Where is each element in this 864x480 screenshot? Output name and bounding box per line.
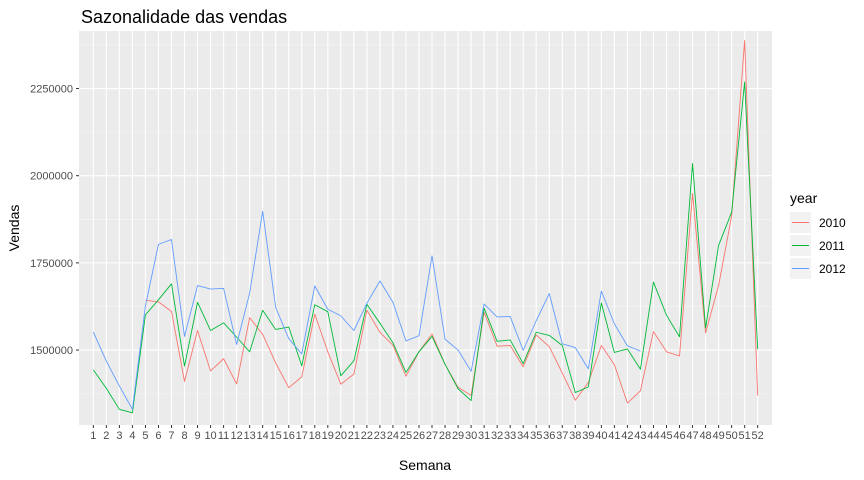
chart-title: Sazonalidade das vendas — [81, 7, 287, 27]
x-tick-label: 2 — [103, 430, 109, 442]
x-tick-label: 41 — [608, 430, 620, 442]
x-tick-label: 26 — [413, 430, 425, 442]
legend-label-2011: 2011 — [819, 239, 845, 253]
x-tick-label: 49 — [712, 430, 724, 442]
x-tick-label: 19 — [322, 430, 334, 442]
x-tick-label: 17 — [296, 430, 308, 442]
x-tick-label: 24 — [387, 430, 399, 442]
x-tick-label: 44 — [647, 430, 659, 442]
x-tick-label: 1 — [90, 430, 96, 442]
x-tick-label: 45 — [660, 430, 672, 442]
plot-panel — [79, 31, 772, 425]
x-tick-label: 3 — [116, 430, 122, 442]
legend-label-2012: 2012 — [819, 262, 846, 276]
x-tick-label: 12 — [230, 430, 242, 442]
x-tick-label: 18 — [309, 430, 321, 442]
x-tick-label: 8 — [181, 430, 187, 442]
series-lines — [92, 39, 759, 414]
x-tick-label: 35 — [530, 430, 542, 442]
x-tick-label: 48 — [699, 430, 711, 442]
y-tick-label: 1500000 — [30, 345, 73, 357]
x-tick-label: 30 — [465, 430, 477, 442]
legend: year 2010 2011 2012 — [790, 190, 846, 279]
y-axis: 1500000 1750000 2000000 2250000 — [30, 84, 79, 357]
x-tick-label: 13 — [244, 430, 256, 442]
x-tick-label: 15 — [270, 430, 282, 442]
x-tick-label: 31 — [478, 430, 490, 442]
x-tick-label: 27 — [426, 430, 438, 442]
x-tick-label: 20 — [335, 430, 347, 442]
series-line-2012 — [92, 210, 641, 410]
x-tick-label: 39 — [582, 430, 594, 442]
x-tick-label: 37 — [556, 430, 568, 442]
x-tick-label: 40 — [595, 430, 607, 442]
x-tick-label: 22 — [361, 430, 373, 442]
series-line-2011 — [92, 81, 759, 414]
x-axis: 1 2 3 4 5 6 7 8 9 10 11 12 13 14 15 16 17 18 19 20 21 22 23 24 2… — [90, 425, 764, 442]
x-tick-label: 51 — [739, 430, 751, 442]
x-tick-label: 38 — [569, 430, 581, 442]
x-tick-label: 16 — [283, 430, 295, 442]
x-tick-label: 11 — [218, 430, 229, 442]
x-tick-label: 46 — [673, 430, 685, 442]
x-tick-label: 32 — [491, 430, 503, 442]
major-gridlines — [79, 31, 772, 425]
x-tick-label: 47 — [686, 430, 698, 442]
y-tick-label: 2250000 — [30, 84, 73, 96]
x-tick-label: 36 — [543, 430, 555, 442]
x-tick-label: 6 — [155, 430, 161, 442]
x-tick-label: 7 — [168, 430, 174, 442]
legend-label-2010: 2010 — [819, 216, 846, 230]
x-tick-label: 4 — [129, 430, 135, 442]
x-axis-title: Semana — [399, 457, 451, 473]
x-tick-label: 52 — [752, 430, 764, 442]
x-tick-label: 10 — [204, 430, 216, 442]
x-tick-label: 33 — [504, 430, 516, 442]
x-tick-label: 23 — [374, 430, 386, 442]
legend-title: year — [790, 190, 818, 206]
y-axis-title: Vendas — [6, 205, 22, 252]
x-tick-label: 9 — [194, 430, 200, 442]
y-tick-label: 1750000 — [30, 258, 73, 270]
x-tick-label: 25 — [400, 430, 412, 442]
x-tick-label: 5 — [142, 430, 148, 442]
minor-gridlines — [79, 44, 772, 394]
x-tick-label: 28 — [439, 430, 451, 442]
x-tick-label: 21 — [348, 430, 360, 442]
x-tick-label: 43 — [634, 430, 646, 442]
x-tick-label: 42 — [621, 430, 633, 442]
x-tick-label: 50 — [725, 430, 737, 442]
x-tick-label: 34 — [517, 430, 529, 442]
y-tick-label: 2000000 — [30, 171, 73, 183]
x-tick-label: 29 — [452, 430, 464, 442]
x-tick-label: 14 — [257, 430, 269, 442]
